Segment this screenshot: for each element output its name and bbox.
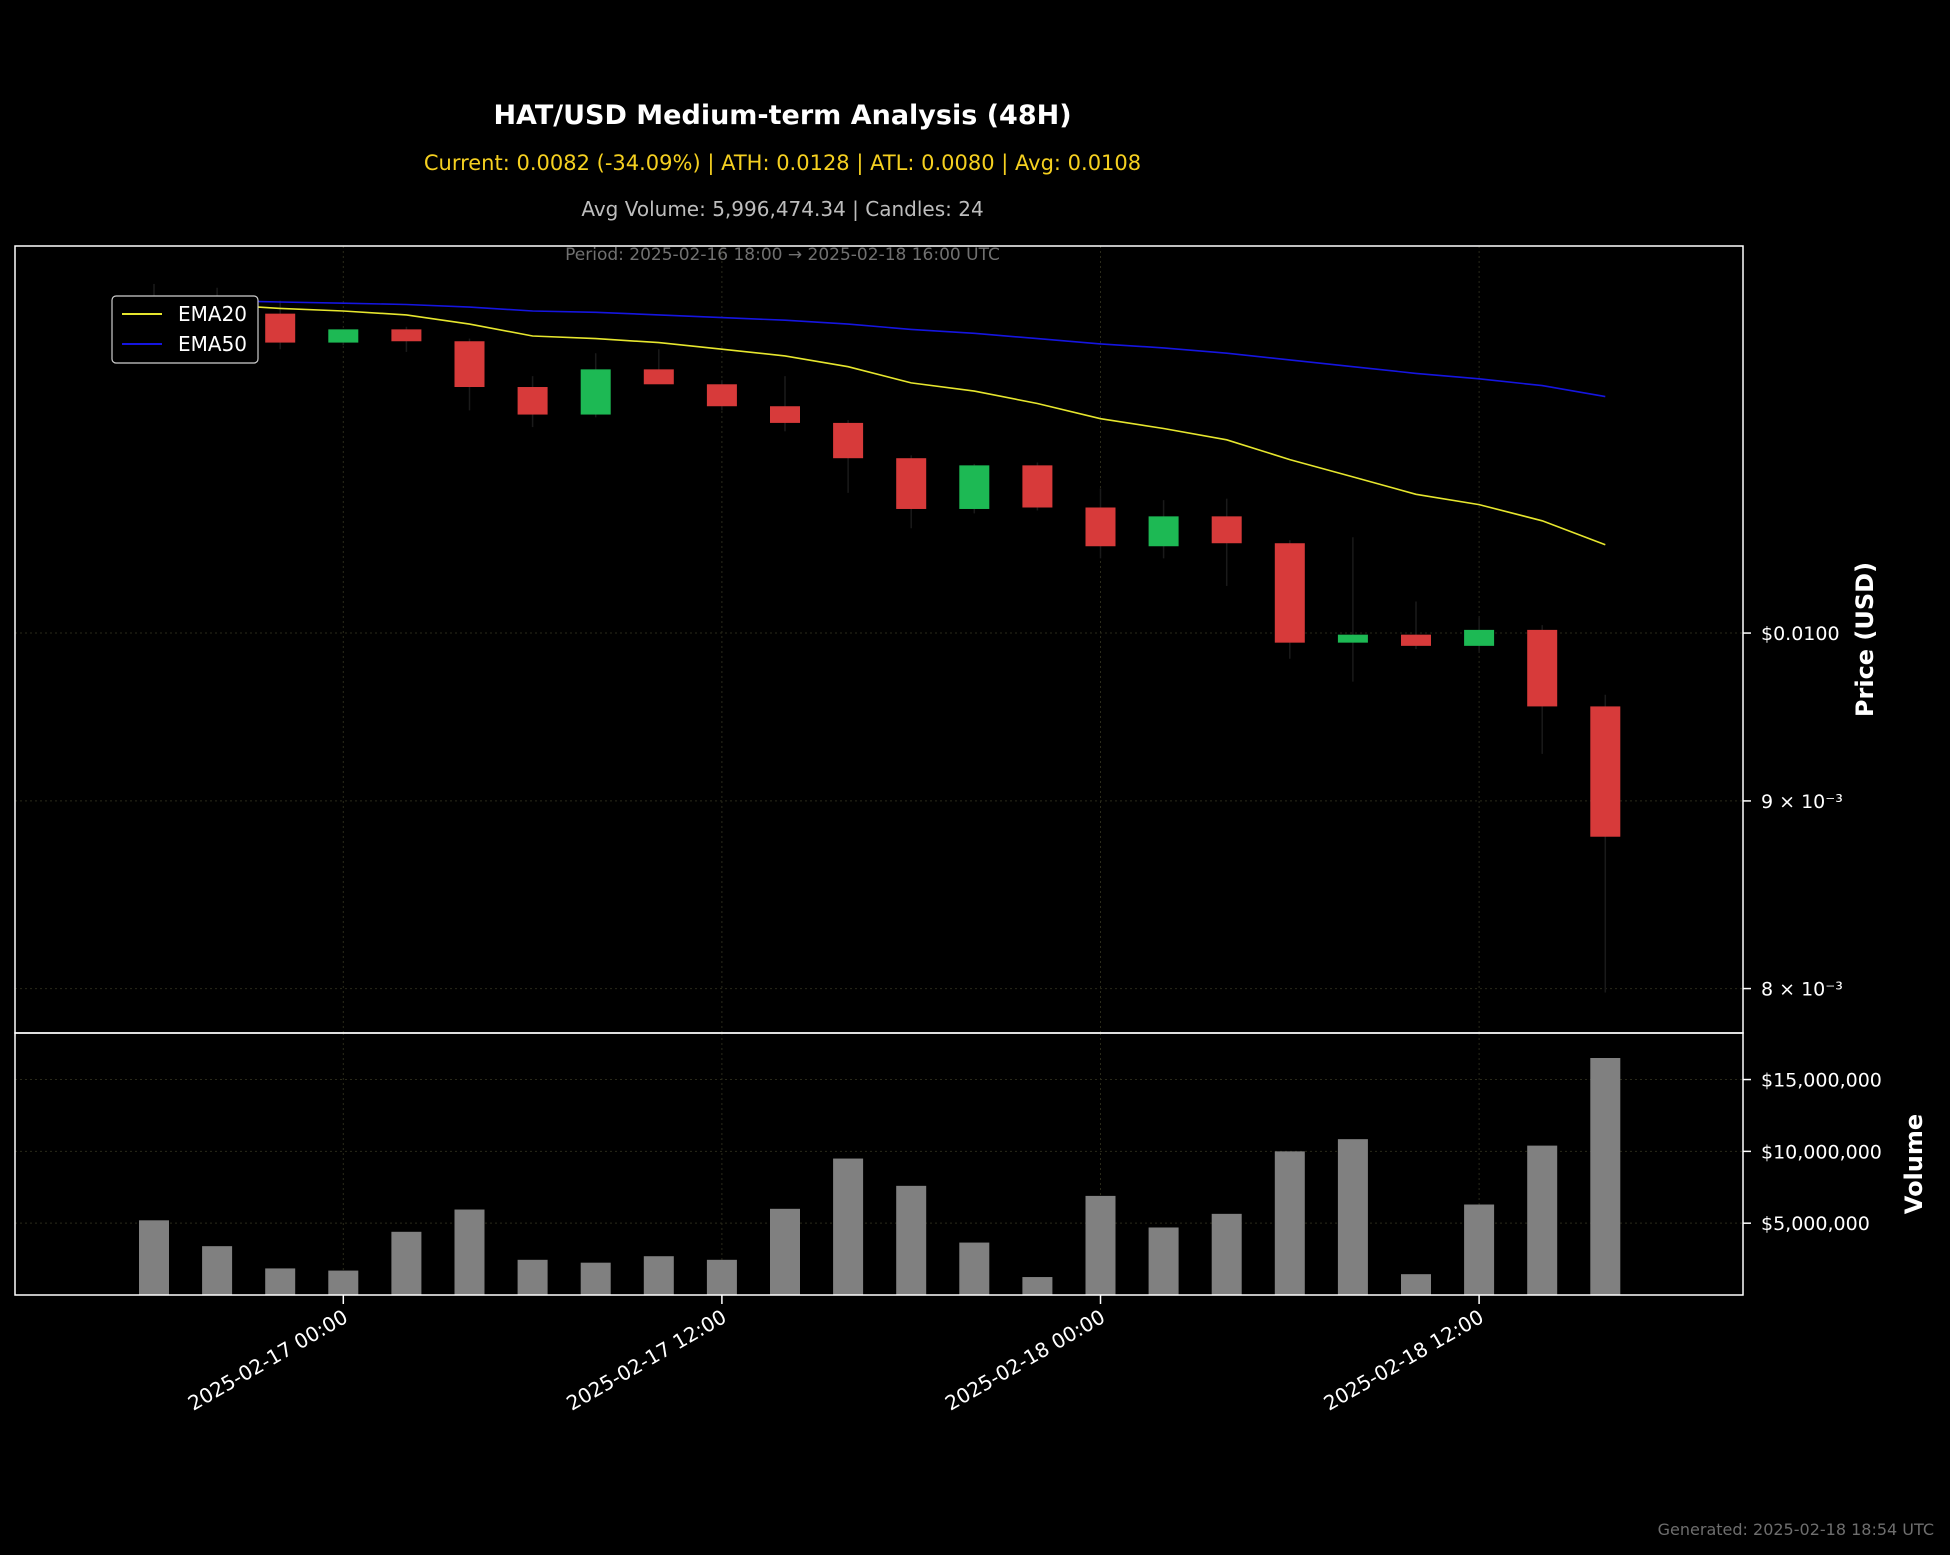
legend-label-ema20: EMA20	[178, 302, 247, 326]
candle-down	[1211, 516, 1242, 544]
volume-bar	[1085, 1195, 1116, 1295]
legend-box	[111, 295, 259, 364]
candle-up	[1337, 634, 1368, 643]
volume-bar	[770, 1208, 800, 1295]
volume-tick-label: $10,000,000	[1761, 1141, 1882, 1163]
volume-bar	[896, 1185, 927, 1295]
ema-line-ema50	[154, 299, 1606, 398]
candle-down	[1085, 507, 1116, 547]
volume-bar	[328, 1270, 359, 1295]
candle-down	[517, 387, 548, 415]
candle-down	[1527, 629, 1558, 707]
legend-label-ema50: EMA50	[178, 332, 247, 356]
period-subtitle: Period: 2025-02-16 18:00 → 2025-02-18 16…	[565, 245, 1000, 265]
candle-down	[1022, 465, 1053, 508]
volume-bar	[1211, 1213, 1242, 1295]
candle-down	[265, 313, 296, 343]
candle-down	[1590, 706, 1621, 837]
ema-lines	[153, 299, 1606, 546]
volume-bar	[517, 1259, 548, 1295]
volume-bar	[1590, 1058, 1621, 1295]
candle-down	[706, 384, 737, 407]
volume-subtitle: Avg Volume: 5,996,474.34 | Candles: 24	[581, 197, 984, 221]
x-tick-label: 2025-02-17 00:00	[184, 1305, 352, 1416]
legend: EMA20 EMA50	[111, 295, 259, 364]
volume-axes-frame	[14, 1032, 1744, 1296]
volume-bar	[706, 1259, 737, 1295]
price-grid	[15, 246, 1743, 1033]
candle-down	[896, 458, 927, 509]
volume-bar	[1464, 1204, 1495, 1295]
candle-up	[1464, 629, 1495, 646]
volume-y-ticks: $5,000,000 $10,000,000 $15,000,000	[1743, 1070, 1882, 1235]
volume-bar	[833, 1158, 864, 1295]
volume-bar	[391, 1231, 422, 1295]
x-tick-label: 2025-02-18 00:00	[941, 1305, 1109, 1416]
generated-timestamp: Generated: 2025-02-18 18:54 UTC	[1657, 1520, 1934, 1539]
volume-y-label: Volume	[1900, 1114, 1928, 1214]
volume-bar	[959, 1242, 990, 1295]
volume-bar	[1148, 1227, 1179, 1295]
price-tick-label: 9 × 10⁻³	[1761, 791, 1843, 813]
volume-grid	[15, 1033, 1743, 1295]
candle-up	[1148, 516, 1179, 547]
chart-title: HAT/USD Medium-term Analysis (48H)	[493, 100, 1072, 131]
volume-bar	[580, 1262, 611, 1295]
volume-bar	[139, 1220, 169, 1295]
candle-down	[1401, 634, 1431, 646]
volume-tick-label: $15,000,000	[1761, 1070, 1882, 1092]
stats-subtitle: Current: 0.0082 (-34.09%) | ATH: 0.0128 …	[423, 151, 1142, 175]
volume-bar	[1337, 1139, 1368, 1295]
ema-line-ema20	[153, 302, 1606, 546]
price-tick-label: 8 × 10⁻³	[1761, 979, 1843, 1001]
volume-bars	[139, 1058, 1621, 1295]
volume-bar	[1022, 1277, 1053, 1295]
candle-up	[959, 465, 990, 509]
x-tick-label: 2025-02-17 12:00	[562, 1305, 730, 1416]
candle-up	[328, 329, 359, 343]
candle-down	[1274, 543, 1305, 643]
volume-bar	[1401, 1274, 1431, 1295]
price-y-ticks: $0.0100 9 × 10⁻³ 8 × 10⁻³	[1743, 623, 1843, 1001]
candle-down	[770, 406, 800, 423]
volume-tick-label: $5,000,000	[1761, 1213, 1870, 1235]
candle-down	[643, 369, 674, 385]
x-ticks: 2025-02-17 00:00 2025-02-17 12:00 2025-02-…	[184, 1295, 1488, 1415]
x-tick-label: 2025-02-18 12:00	[1320, 1305, 1488, 1416]
candle-down	[454, 341, 485, 388]
candle-up	[580, 369, 611, 415]
volume-bar	[1274, 1151, 1305, 1295]
volume-bar	[1527, 1145, 1558, 1295]
volume-bar	[265, 1268, 296, 1295]
candles	[139, 283, 1621, 993]
candle-down	[391, 329, 422, 342]
price-tick-label: $0.0100	[1761, 623, 1840, 645]
volume-bar	[643, 1256, 674, 1295]
price-y-label: Price (USD)	[1851, 562, 1879, 717]
volume-bar	[454, 1209, 485, 1295]
volume-bar	[202, 1246, 233, 1295]
candle-down	[833, 422, 864, 459]
